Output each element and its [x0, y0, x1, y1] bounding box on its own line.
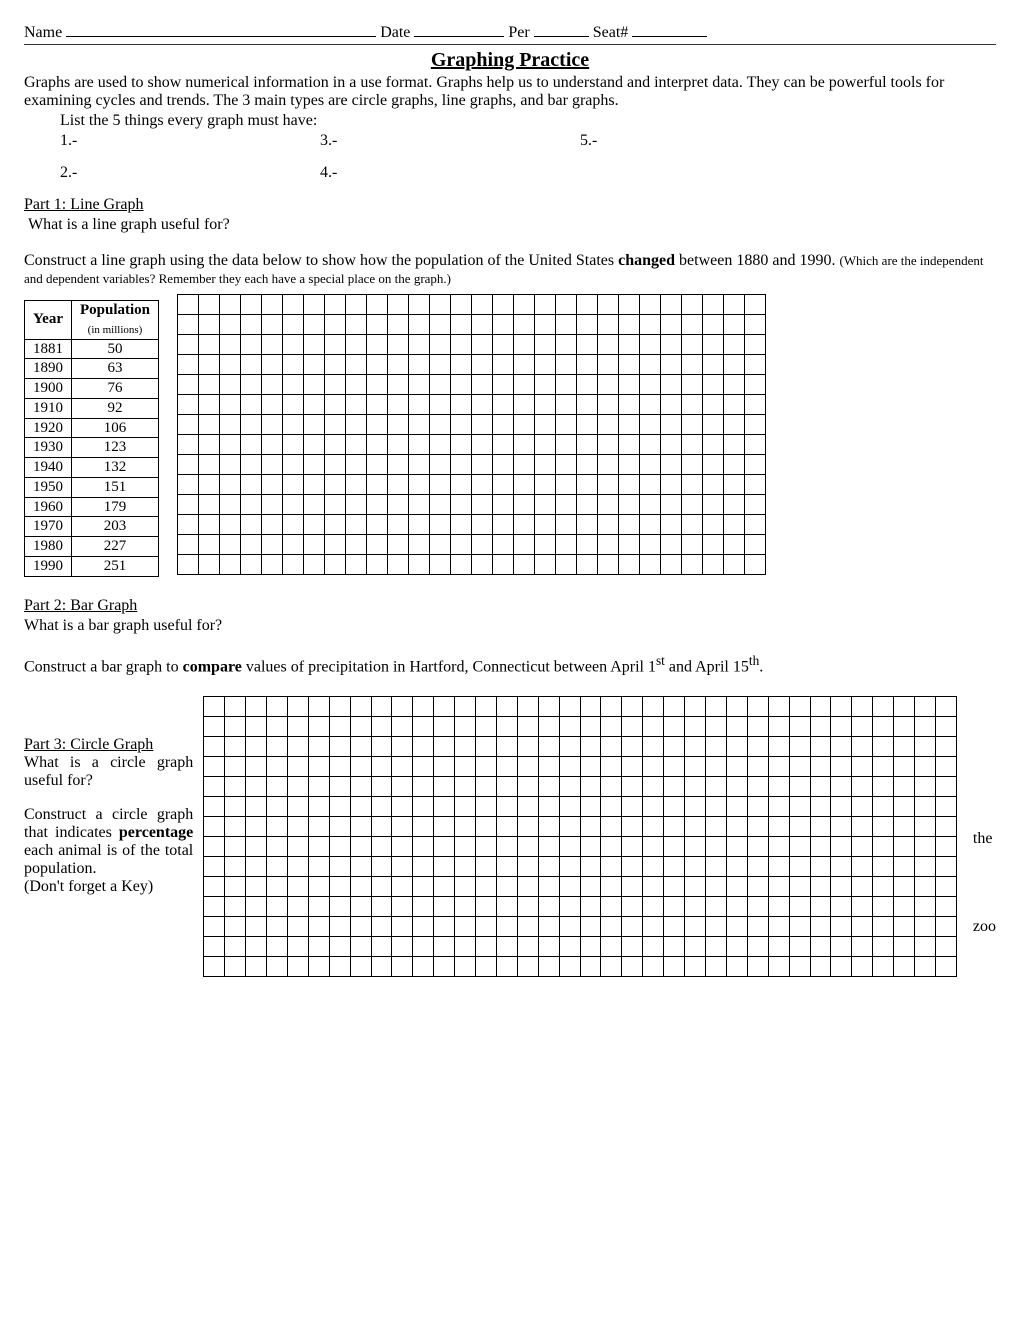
part1-question: What is a line graph useful for?: [28, 216, 996, 234]
population-table: Year Population (in millions) 1881501890…: [24, 300, 159, 577]
page-title: Graphing Practice: [24, 49, 996, 72]
part1-heading: Part 1: Line Graph: [24, 196, 996, 214]
list-item-1: 1.-: [60, 132, 320, 150]
table-row: 1970203: [25, 517, 159, 537]
table-row: 189063: [25, 359, 159, 379]
part3-instructions: Construct a circle graph that indicates …: [24, 806, 193, 878]
part1-instructions: Construct a line graph using the data be…: [24, 252, 996, 288]
table-row: 1940132: [25, 458, 159, 478]
p3-b: each animal is of the total: [24, 842, 193, 859]
table-row: 190076: [25, 379, 159, 399]
list-item-4: 4.-: [320, 164, 580, 182]
bar-graph-grid[interactable]: [203, 696, 957, 977]
date-label: Date: [380, 24, 410, 42]
p1-text-b: between 1880 and 1990.: [675, 252, 839, 269]
part3-left-column: Part 3: Circle Graph What is a circle gr…: [24, 696, 193, 896]
header-line: Name Date Per Seat#: [24, 20, 996, 45]
date-blank[interactable]: [414, 20, 504, 37]
p2-d: .: [759, 658, 763, 675]
part3-right-words: the zoo: [973, 696, 996, 936]
table-row: 1930123: [25, 438, 159, 458]
seat-blank[interactable]: [632, 20, 707, 37]
p3-c: population.: [24, 860, 96, 877]
table-row: 1920106: [25, 418, 159, 438]
list-5-items: 1.- 3.- 5.- 2.- 4.-: [60, 132, 996, 182]
list-item-2: 2.-: [60, 164, 320, 182]
list-5-prompt: List the 5 things every graph must have:: [60, 112, 996, 130]
name-label: Name: [24, 24, 62, 42]
part2-question: What is a bar graph useful for?: [24, 617, 996, 635]
col-pop-sub: (in millions): [88, 324, 143, 336]
line-graph-grid[interactable]: [177, 294, 766, 575]
p2-b: values of precipitation in Hartford, Con…: [242, 658, 656, 675]
p3-the: the: [973, 830, 996, 848]
intro-text: Graphs are used to show numerical inform…: [24, 74, 996, 110]
per-blank[interactable]: [534, 20, 589, 37]
col-year: Year: [25, 301, 72, 340]
seat-label: Seat#: [593, 24, 629, 42]
p2-a: Construct a bar graph to: [24, 658, 183, 675]
part3-question: What is a circle graph useful for?: [24, 754, 193, 790]
per-label: Per: [508, 24, 529, 42]
list-item-5: 5.-: [580, 132, 840, 150]
name-blank[interactable]: [66, 20, 376, 37]
part2-instructions: Construct a bar graph to compare values …: [24, 653, 996, 676]
part3-heading: Part 3: Circle Graph: [24, 736, 193, 754]
p3-zoo: zoo: [973, 918, 996, 936]
table-row: 191092: [25, 398, 159, 418]
table-row: 188150: [25, 339, 159, 359]
col-pop-label: Population: [80, 302, 150, 318]
p2-sup1: st: [656, 653, 665, 668]
p1-bold: changed: [618, 252, 675, 269]
col-pop: Population (in millions): [72, 301, 159, 340]
table-row: 1990251: [25, 556, 159, 576]
part3-key-note: (Don't forget a Key): [24, 878, 193, 896]
p3-bold: percentage: [119, 824, 193, 841]
part2-heading: Part 2: Bar Graph: [24, 597, 996, 615]
table-row: 1960179: [25, 497, 159, 517]
list-item-3: 3.-: [320, 132, 580, 150]
p2-bold: compare: [183, 658, 242, 675]
p2-sup2: th: [749, 653, 759, 668]
table-row: 1980227: [25, 537, 159, 557]
table-row: 1950151: [25, 477, 159, 497]
p2-c: and April 15: [665, 658, 749, 675]
p1-text-a: Construct a line graph using the data be…: [24, 252, 618, 269]
